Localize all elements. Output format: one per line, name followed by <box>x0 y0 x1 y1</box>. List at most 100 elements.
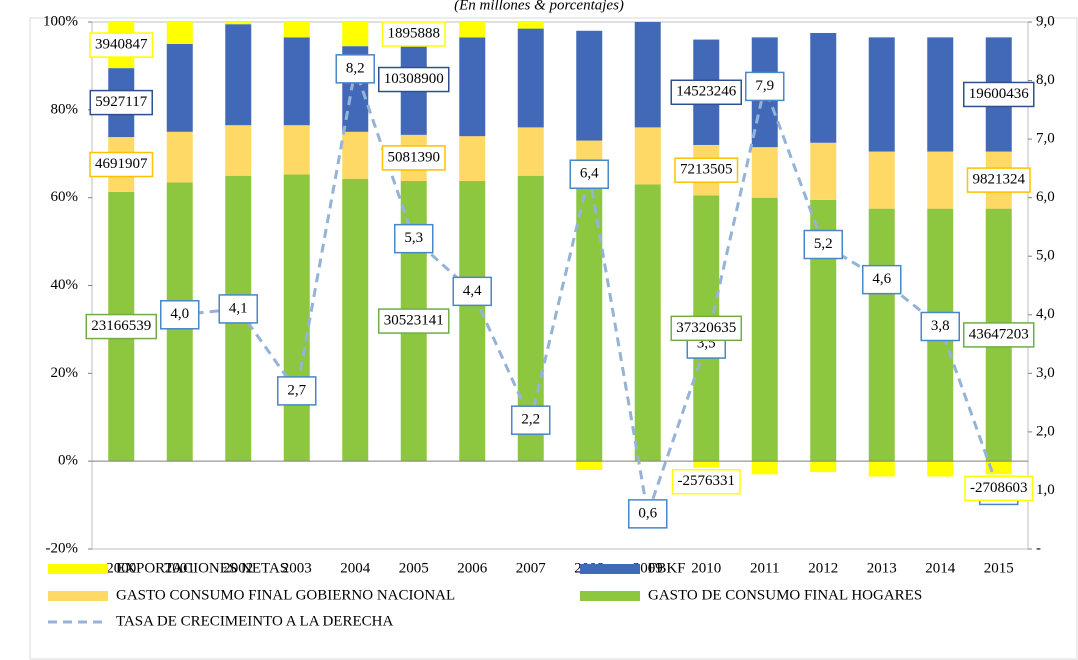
line-label-box <box>920 311 960 342</box>
y2-tick-label: 7,0 <box>1036 131 1055 147</box>
annotation-box <box>963 81 1035 108</box>
line-label-box <box>803 229 843 260</box>
x-tick-label: 2014 <box>925 560 956 576</box>
x-tick-label: 2000 <box>106 560 136 576</box>
annotation: 19600436 <box>963 81 1035 108</box>
bar-segment <box>283 174 310 462</box>
annotation: -2708603 <box>964 475 1034 502</box>
line-label-text: 4,1 <box>229 300 248 316</box>
x-tick-label: 2007 <box>516 560 547 576</box>
line-label-box <box>160 300 200 330</box>
x-tick-label: 2015 <box>984 560 1014 576</box>
annotation: 43647203 <box>963 322 1035 348</box>
line-label-text: 2,2 <box>521 412 540 428</box>
annotation-box <box>381 21 446 47</box>
annotation-box <box>89 32 154 58</box>
annotation-text: 4691907 <box>95 156 148 172</box>
x-tick-label: 2009 <box>633 560 663 576</box>
bar-segment <box>927 37 954 152</box>
legend-label: EXPORTACIONES NETAS <box>116 560 288 576</box>
line-label-text: 4,6 <box>872 271 891 287</box>
annotation: 4691907 <box>89 151 154 178</box>
bar-segment <box>517 28 544 128</box>
annotation: 30523141 <box>378 308 450 334</box>
bar-segment <box>225 22 252 25</box>
line-label-box <box>862 264 902 295</box>
y-tick-label: 80% <box>51 101 79 117</box>
line-label-box <box>511 405 551 435</box>
line-label-box <box>628 499 668 529</box>
annotation-box <box>670 315 742 342</box>
line-label-text: 4,4 <box>463 283 482 299</box>
annotation: 9821324 <box>966 167 1031 193</box>
bar-segment <box>868 37 895 152</box>
bar-segment <box>225 125 252 176</box>
line-label: 4,0 <box>160 300 200 330</box>
line-label-text: 2,7 <box>287 382 306 398</box>
bar-segment <box>517 22 544 29</box>
line-label: 6,4 <box>569 159 609 189</box>
line-label-text: 7,9 <box>755 78 774 94</box>
line-label-text: 8,2 <box>346 60 365 76</box>
bar-segment <box>459 37 486 137</box>
bar-segment <box>166 43 193 132</box>
chart-subtitle: (En millones & porcentajes) <box>454 0 624 13</box>
line-label-box <box>218 294 258 324</box>
line-label-box <box>452 276 492 307</box>
bar-segment <box>166 22 193 44</box>
x-tick-label: 2011 <box>750 560 779 576</box>
line-label-box <box>335 54 375 84</box>
annotation-box <box>963 322 1035 348</box>
annotation-box <box>378 66 450 93</box>
y-tick-label: 60% <box>51 189 79 205</box>
bar-segment <box>634 184 661 462</box>
annotation: 10308900 <box>378 66 450 93</box>
bar-segment <box>927 461 954 477</box>
y2-tick-label: 9,0 <box>1036 13 1055 29</box>
legend-swatch <box>580 591 640 601</box>
line-label: 4,1 <box>218 294 258 324</box>
annotation-text: 5081390 <box>388 149 441 165</box>
legend-label: GASTO CONSUMO FINAL GOBIERNO NACIONAL <box>116 587 455 603</box>
annotation-box <box>674 157 739 183</box>
bar-segment <box>868 151 895 209</box>
x-tick-label: 2004 <box>340 560 371 576</box>
y-tick-label: 20% <box>51 365 79 381</box>
annotation-text: 1895888 <box>388 25 441 41</box>
bar-segment <box>810 32 837 143</box>
line-label: 0,6 <box>628 499 668 529</box>
line-label: 4,4 <box>452 276 492 307</box>
bar-segment <box>283 37 310 126</box>
annotation-box <box>378 308 450 334</box>
annotation: 37320635 <box>670 315 742 342</box>
bar-segment <box>342 178 369 462</box>
line-label-box <box>745 71 785 102</box>
annotation-text: -2708603 <box>970 480 1028 496</box>
annotation: -2576331 <box>671 469 741 495</box>
y-tick-label: 0% <box>58 453 78 469</box>
bar-segment <box>576 461 603 470</box>
y2-tick-label: 8,0 <box>1036 72 1055 88</box>
line-label: 4,6 <box>862 264 902 295</box>
y2-tick-label: - <box>1036 540 1041 556</box>
annotation-box <box>381 145 446 171</box>
annotation-box <box>89 151 154 178</box>
annotation-text: -2576331 <box>678 473 736 489</box>
bar-segment <box>283 125 310 175</box>
y2-tick-label: 4,0 <box>1036 306 1055 322</box>
y2-tick-label: 3,0 <box>1036 365 1055 381</box>
annotation-box <box>670 79 742 106</box>
line-label-text: 4,0 <box>170 306 189 322</box>
line-label-text: 6,4 <box>580 166 599 182</box>
annotation: 3940847 <box>89 32 154 58</box>
line-label-text: 5,3 <box>404 230 423 246</box>
line-label: 2,7 <box>277 376 317 406</box>
bar-segment <box>751 147 778 198</box>
annotation-box <box>89 89 153 116</box>
bar-segment <box>693 461 720 468</box>
x-tick-label: 2006 <box>457 560 488 576</box>
line-label: 5,3 <box>394 223 434 254</box>
x-tick-label: 2010 <box>691 560 721 576</box>
annotation-box <box>966 167 1031 193</box>
bar-segment <box>751 461 778 475</box>
